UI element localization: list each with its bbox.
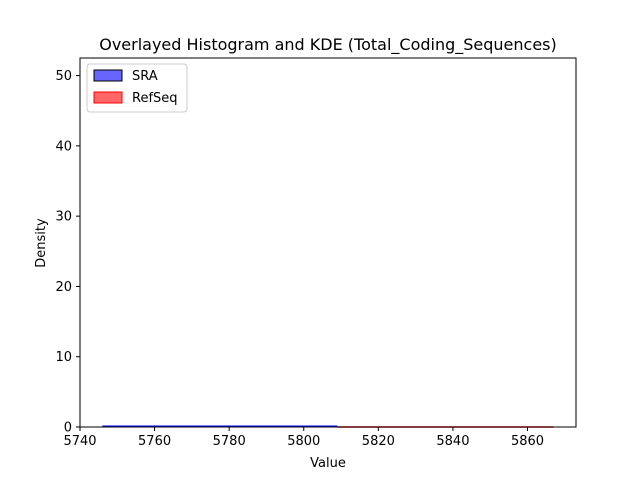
x-tick-label: 5840 xyxy=(436,434,469,449)
legend-label-refseq: RefSeq xyxy=(132,91,178,106)
axes-frame xyxy=(79,57,577,428)
x-axis-label: Value xyxy=(310,456,346,471)
y-tick-label: 30 xyxy=(55,210,72,225)
legend-label-sra: SRA xyxy=(132,69,158,84)
chart-title: Overlayed Histogram and KDE (Total_Codin… xyxy=(99,35,557,55)
y-axis-label: Density xyxy=(34,218,49,268)
y-tick-label: 10 xyxy=(55,350,72,365)
x-tick-label: 5860 xyxy=(511,434,544,449)
legend-swatch-refseq xyxy=(93,91,123,104)
y-tick-label: 50 xyxy=(55,69,72,84)
y-tick-label: 20 xyxy=(55,280,72,295)
x-tick-label: 5800 xyxy=(287,434,320,449)
legend: SRA RefSeq xyxy=(86,63,188,113)
x-tick-label: 5760 xyxy=(138,434,171,449)
legend-swatch-sra xyxy=(93,69,123,82)
x-tick-label: 5820 xyxy=(362,434,395,449)
x-tick-label: 5740 xyxy=(63,434,96,449)
y-tick-label: 40 xyxy=(55,139,72,154)
y-tick-label: 0 xyxy=(64,421,72,436)
y-axis-ticks: 0 10 20 30 40 50 xyxy=(55,69,80,436)
x-axis-ticks: 5740 5760 5780 5800 5820 5840 5860 xyxy=(63,427,544,449)
x-tick-label: 5780 xyxy=(213,434,246,449)
